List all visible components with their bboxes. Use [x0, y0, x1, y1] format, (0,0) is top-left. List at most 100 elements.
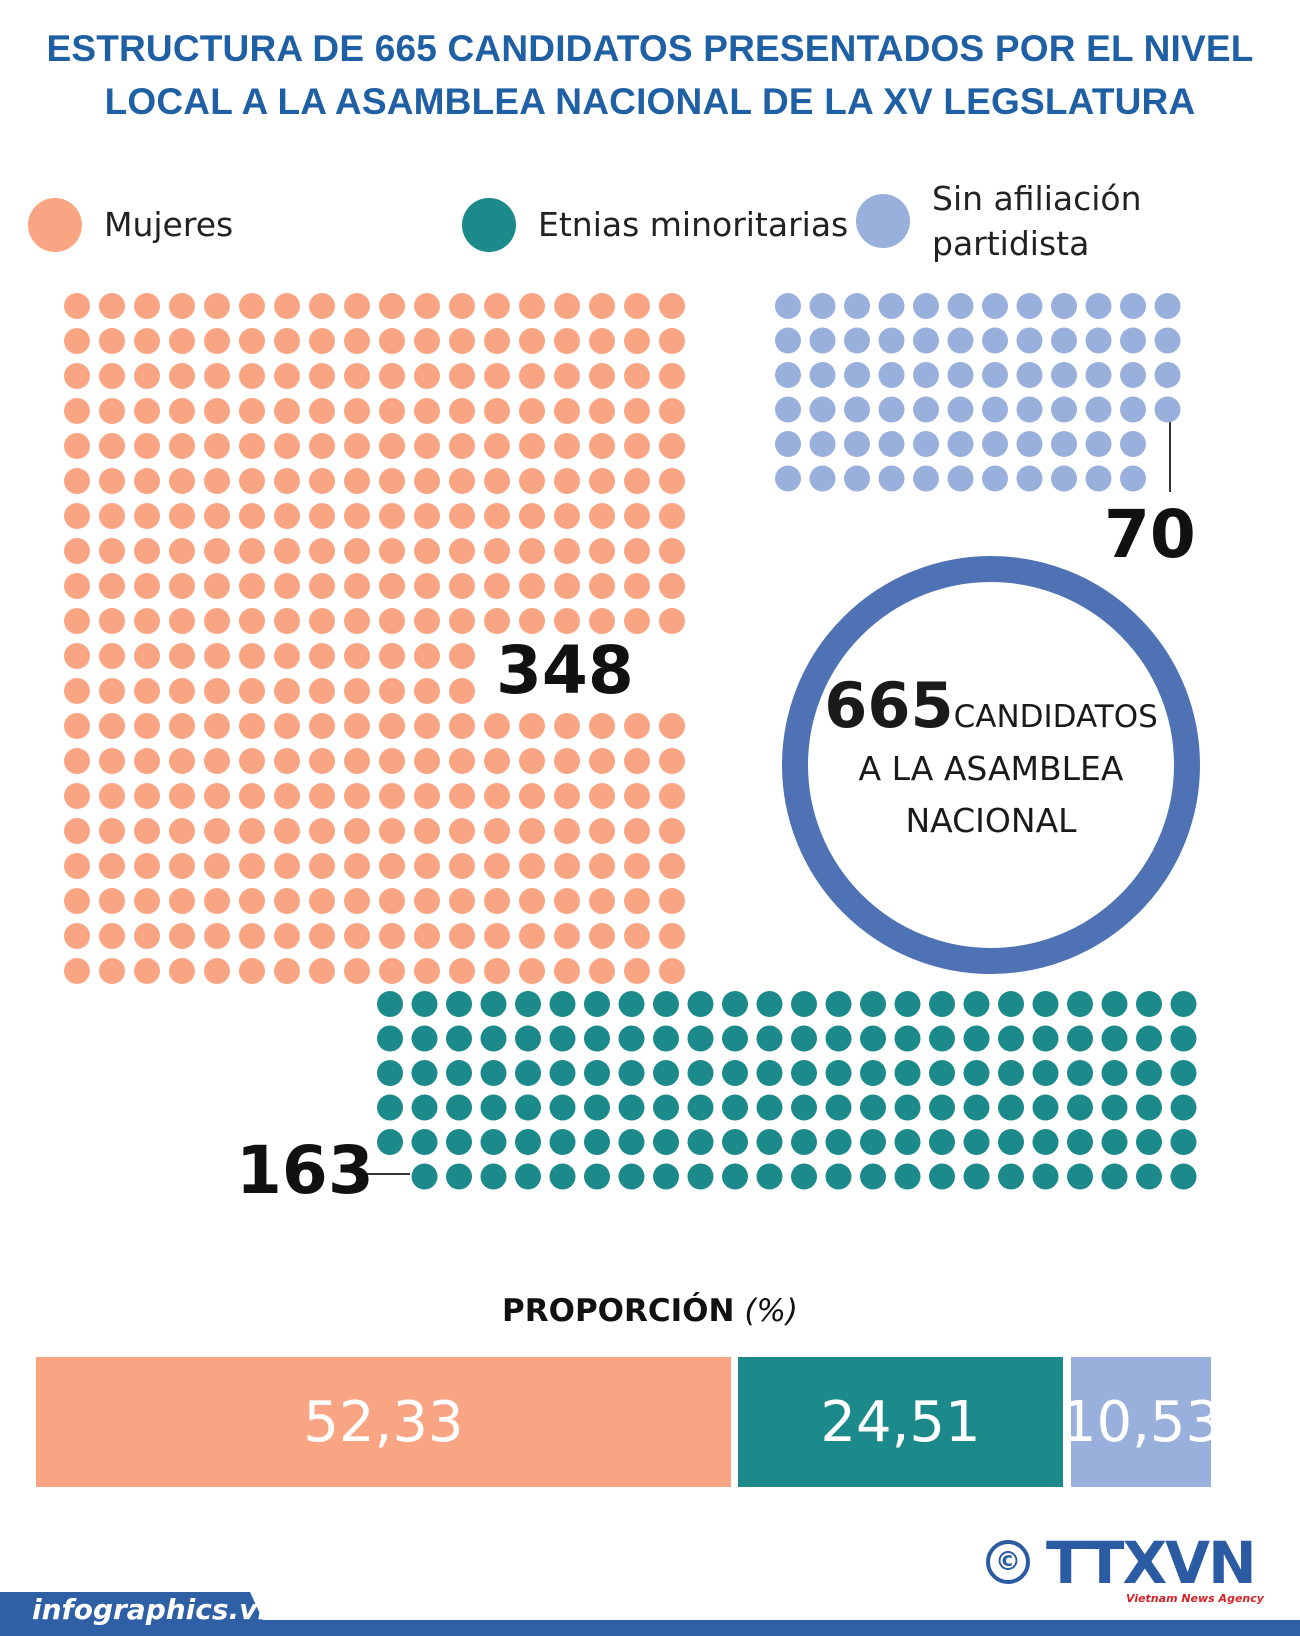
waffle-dot-etnias — [411, 991, 438, 1017]
waffle-dot-mujeres — [519, 573, 545, 599]
waffle-dot-etnias — [411, 1025, 438, 1052]
waffle-dot-mujeres — [449, 678, 475, 704]
waffle-dot-mujeres — [64, 713, 90, 739]
waffle-dot-mujeres — [624, 468, 650, 494]
waffle-dot-mujeres — [169, 398, 195, 424]
waffle-dot-mujeres — [134, 468, 160, 494]
waffle-dot-etnias — [515, 1129, 541, 1155]
waffle-dot-mujeres — [554, 468, 580, 494]
waffle-dot-mujeres — [449, 748, 475, 774]
waffle-dot-sin-afiliacion — [982, 431, 1008, 457]
waffle-dot-mujeres — [99, 538, 125, 564]
waffle-dot-etnias — [894, 1163, 921, 1190]
waffle-dot-etnias — [1032, 1060, 1059, 1086]
waffle-dot-mujeres — [64, 468, 90, 494]
waffle-dot-etnias — [1101, 1025, 1128, 1052]
waffle-dot-sin-afiliacion — [809, 362, 836, 388]
waffle-dot-mujeres — [344, 398, 370, 424]
waffle-dot-mujeres — [344, 293, 370, 319]
waffle-dot-mujeres — [239, 468, 265, 494]
waffle-dot-etnias — [1170, 1025, 1197, 1052]
waffle-dot-mujeres — [134, 503, 160, 529]
waffle-dot-mujeres — [169, 818, 195, 844]
waffle-dot-mujeres — [99, 678, 125, 704]
waffle-dot-mujeres — [99, 783, 125, 809]
waffle-dot-mujeres — [484, 853, 510, 879]
bar-label-etnias: 24,51 — [820, 1389, 981, 1455]
waffle-dot-sin-afiliacion — [1085, 362, 1112, 388]
waffle-dot-etnias — [1170, 1094, 1197, 1121]
waffle-dot-etnias — [998, 991, 1024, 1017]
waffle-dot-mujeres — [519, 958, 545, 984]
waffle-dot-mujeres — [589, 503, 615, 529]
waffle-dot-mujeres — [379, 888, 405, 914]
waffle-dot-mujeres — [414, 713, 440, 739]
waffle-dot-mujeres — [169, 923, 195, 949]
title-line-1: ESTRUCTURA DE 665 CANDIDATOS PRESENTADOS… — [46, 28, 1254, 69]
waffle-dot-sin-afiliacion — [1016, 327, 1043, 354]
proportion-unit: (%) — [744, 1293, 798, 1329]
waffle-dot-etnias — [791, 1163, 817, 1190]
waffle-dot-mujeres — [344, 818, 370, 844]
waffle-dot-mujeres — [414, 363, 440, 389]
waffle-dot-mujeres — [274, 713, 300, 739]
waffle-dot-mujeres — [99, 573, 125, 599]
footer-band — [0, 1620, 1300, 1636]
waffle-dot-mujeres — [64, 433, 90, 459]
footer-site-link[interactable]: infographics.vn — [32, 1593, 278, 1626]
waffle-dot-mujeres — [659, 713, 685, 739]
waffle-dot-mujeres — [204, 818, 230, 844]
waffle-dot-mujeres — [624, 363, 650, 389]
waffle-dot-sin-afiliacion — [913, 293, 939, 319]
waffle-dot-mujeres — [99, 748, 125, 774]
waffle-dot-mujeres — [169, 608, 195, 634]
waffle-dot-mujeres — [449, 468, 475, 494]
waffle-dot-mujeres — [379, 958, 405, 984]
waffle-dot-etnias — [998, 1060, 1024, 1086]
waffle-dot-mujeres — [99, 853, 125, 879]
waffle-dot-sin-afiliacion — [844, 362, 870, 388]
waffle-dot-mujeres — [274, 433, 300, 459]
waffle-dot-mujeres — [309, 783, 335, 809]
legend-label-etnias: Etnias minoritarias — [538, 205, 849, 244]
waffle-dot-mujeres — [519, 468, 545, 494]
waffle-dot-etnias — [515, 1163, 541, 1190]
waffle-dot-sin-afiliacion — [1120, 465, 1146, 492]
waffle-dot-mujeres — [64, 328, 90, 354]
waffle-dot-etnias — [963, 1060, 990, 1086]
waffle-dot-mujeres — [134, 748, 160, 774]
waffle-dot-mujeres — [134, 923, 160, 949]
waffle-dot-mujeres — [554, 853, 580, 879]
waffle-dot-sin-afiliacion — [878, 396, 905, 423]
waffle-dot-mujeres — [484, 433, 510, 459]
waffle-dot-mujeres — [449, 923, 475, 949]
waffle-dot-mujeres — [554, 748, 580, 774]
waffle-dot-mujeres — [274, 503, 300, 529]
waffle-dot-sin-afiliacion — [1154, 327, 1181, 354]
waffle-dot-mujeres — [344, 538, 370, 564]
waffle-dot-mujeres — [64, 783, 90, 809]
waffle-dot-mujeres — [519, 923, 545, 949]
waffle-dot-mujeres — [99, 468, 125, 494]
waffle-dot-mujeres — [589, 818, 615, 844]
waffle-dot-mujeres — [589, 433, 615, 459]
waffle-dot-mujeres — [449, 538, 475, 564]
waffle-dot-etnias — [860, 1163, 886, 1190]
waffle-dot-sin-afiliacion — [947, 465, 974, 492]
waffle-dot-etnias — [687, 1025, 714, 1052]
legend-label-sin-afiliacion: Sin afiliación partidista — [932, 176, 1142, 266]
waffle-dot-etnias — [377, 1025, 403, 1052]
waffle-dot-mujeres — [379, 818, 405, 844]
waffle-dot-etnias — [860, 1060, 886, 1086]
waffle-dot-mujeres — [624, 433, 650, 459]
legend-dot-mujeres — [28, 198, 82, 252]
waffle-dot-etnias — [825, 1060, 852, 1086]
waffle-dot-mujeres — [239, 748, 265, 774]
waffle-dot-etnias — [825, 1025, 852, 1052]
waffle-dot-etnias — [1136, 1163, 1162, 1190]
waffle-dot-mujeres — [344, 328, 370, 354]
waffle-dot-mujeres — [64, 923, 90, 949]
waffle-dot-mujeres — [519, 748, 545, 774]
waffle-dot-mujeres — [624, 748, 650, 774]
waffle-dot-mujeres — [99, 433, 125, 459]
